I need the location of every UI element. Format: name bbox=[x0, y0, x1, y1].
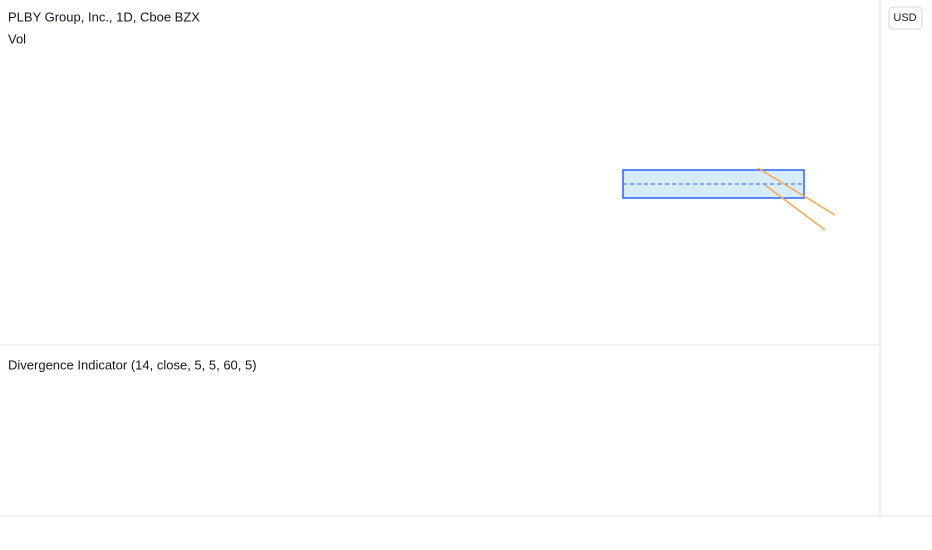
channel-line bbox=[757, 167, 836, 216]
volume-legend: Vol bbox=[8, 31, 26, 46]
channel-line bbox=[764, 184, 826, 231]
currency-button[interactable] bbox=[888, 6, 923, 30]
currency-label[interactable]: USD bbox=[893, 12, 916, 24]
indicator-legend: Divergence Indicator (14, close, 5, 5, 6… bbox=[8, 357, 257, 372]
chart-title: PLBY Group, Inc., 1D, Cboe BZX bbox=[8, 9, 200, 24]
